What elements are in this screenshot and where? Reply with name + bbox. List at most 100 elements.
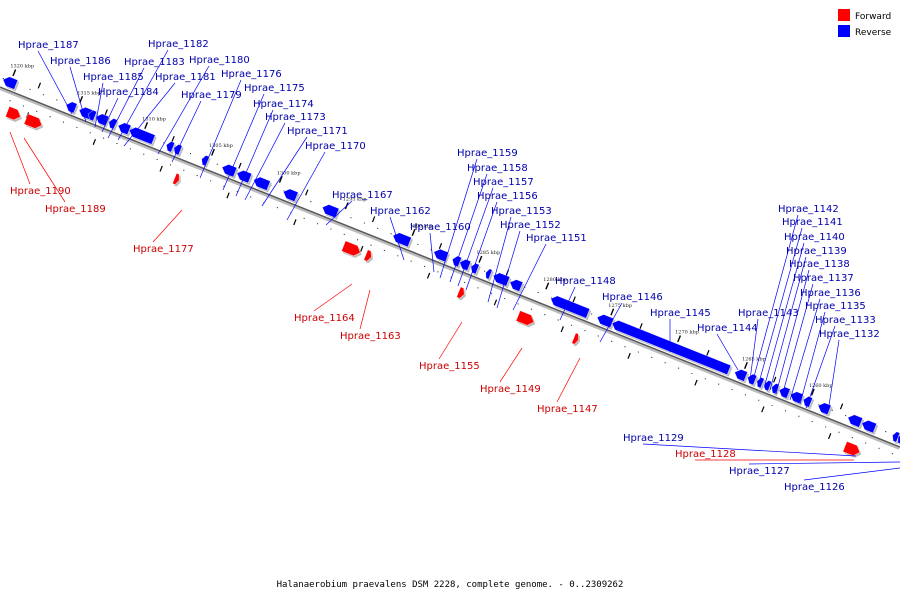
scale-mid-tick xyxy=(773,376,777,383)
scale-minor-tick xyxy=(691,372,693,375)
scale-minor-tick xyxy=(103,137,105,139)
scale-minor-tick xyxy=(156,158,158,161)
gene-labels: Hprae_1187 Hprae_1186 Hprae_1185 Hprae_1184… xyxy=(10,39,880,493)
scale-minor-tick xyxy=(196,174,198,177)
leader-line xyxy=(556,357,581,403)
scale-minor-tick xyxy=(330,228,332,230)
leader-line xyxy=(757,227,803,387)
scale-minor-tick xyxy=(530,308,533,310)
scale-minor-tick xyxy=(2,78,4,80)
scale-minor-tick xyxy=(343,233,345,236)
scale-ticks: 1320 kbp 1315 kbp 1310 kbp 1305 kbp 1300 kbp… xyxy=(2,64,900,455)
gene-label: Hprae_1158 xyxy=(467,163,528,174)
scale-minor-tick xyxy=(784,410,787,412)
scale-minor-tick xyxy=(651,356,653,359)
scale-minor-tick xyxy=(377,227,379,229)
scale-mid-tick xyxy=(706,349,710,356)
scale-tick-label: 1305 kbp xyxy=(209,143,233,149)
gene-label: Hprae_1159 xyxy=(457,148,518,159)
scale-major-tick xyxy=(743,361,748,369)
gene-hprae-1155 xyxy=(456,286,465,299)
scale-mid-tick xyxy=(828,433,832,440)
gene-label: Hprae_1181 xyxy=(155,72,216,83)
scale-tick-label: 1310 kbp xyxy=(142,116,166,122)
gene-label: Hprae_1141 xyxy=(782,217,843,228)
scale-tick-label: 1295 kbp xyxy=(343,197,367,203)
scale-minor-tick xyxy=(316,223,319,225)
gene-hprae-1144 xyxy=(747,373,758,386)
scale-minor-tick xyxy=(865,442,867,444)
scale-major-tick xyxy=(278,175,283,183)
gene-label: Hprae_1163 xyxy=(340,331,401,342)
gene-label: Hprae_1170 xyxy=(305,141,366,152)
gene-hprae-1152 xyxy=(509,279,524,292)
scale-minor-tick xyxy=(216,163,218,165)
scale-minor-tick xyxy=(771,404,773,407)
scale-minor-tick xyxy=(410,260,412,262)
gene-hprae-1149 xyxy=(515,310,535,326)
legend: Forward Reverse xyxy=(838,9,892,38)
scale-major-tick xyxy=(12,69,17,77)
scale-minor-tick xyxy=(537,291,539,294)
gene-hprae-1142 xyxy=(764,380,773,392)
gene-label: Hprae_1149 xyxy=(480,384,541,395)
scale-minor-tick xyxy=(704,378,706,380)
gene-hprae-1177 xyxy=(172,172,180,185)
leader-line xyxy=(199,79,242,179)
gene-label: Hprae_1139 xyxy=(786,246,847,257)
scale-minor-tick xyxy=(9,100,11,102)
scale-minor-tick xyxy=(397,255,399,257)
scale-minor-tick xyxy=(624,346,626,348)
leader-line xyxy=(94,82,104,128)
gene-hprae-1147 xyxy=(571,332,579,345)
leader-line xyxy=(496,230,521,309)
scale-mid-tick xyxy=(560,326,564,333)
scale-tick-label: 1315 kbp xyxy=(77,90,101,96)
gene-hprae-1187 xyxy=(2,76,19,90)
backbone-layer xyxy=(0,86,900,450)
scale-mid-tick xyxy=(37,82,42,89)
scale-minor-tick xyxy=(664,362,666,364)
scale-minor-tick xyxy=(62,121,65,123)
gene-hprae-1146 xyxy=(611,320,732,375)
gene-hprae-1156 xyxy=(485,268,493,280)
scale-minor-tick xyxy=(350,217,352,219)
scale-mid-tick xyxy=(371,216,376,223)
scale-mid-tick xyxy=(104,109,108,116)
scale-tick-label: 1265 kbp xyxy=(742,356,766,362)
scale-minor-tick xyxy=(677,367,680,369)
scale-minor-tick xyxy=(584,330,586,332)
scale-minor-tick xyxy=(484,270,486,272)
scale-minor-tick xyxy=(464,281,466,284)
gene-label: Hprae_1167 xyxy=(332,190,393,201)
gene-label: Hprae_1155 xyxy=(419,361,480,372)
scale-minor-tick xyxy=(370,244,372,246)
gene-label: Hprae_1126 xyxy=(784,482,845,493)
gene-label: Hprae_1189 xyxy=(45,204,106,215)
scale-mid-tick xyxy=(627,352,631,359)
gene-hprae-1184 xyxy=(88,110,98,122)
scale-minor-tick xyxy=(357,239,359,241)
scale-minor-tick xyxy=(129,148,131,150)
scale-minor-tick xyxy=(611,340,613,342)
scale-minor-tick xyxy=(143,153,145,155)
leader-line xyxy=(763,242,805,389)
scale-mid-tick xyxy=(694,379,698,386)
scale-minor-tick xyxy=(597,335,599,337)
leader-line xyxy=(499,347,523,383)
gene-label: Hprae_1148 xyxy=(555,276,616,287)
map-caption: Halanaerobium praevalens DSM 2228, compl… xyxy=(277,580,624,590)
leader-line xyxy=(599,302,623,343)
gene-features xyxy=(2,76,900,458)
scale-major-tick xyxy=(478,255,483,263)
gene-label: Hprae_1160 xyxy=(410,222,471,233)
gene-label: Hprae_1171 xyxy=(287,126,348,137)
scale-mid-tick xyxy=(761,406,765,413)
gene-label: Hprae_1128 xyxy=(675,449,736,460)
leader-line xyxy=(101,97,119,133)
scale-tick-label: 1260 kbp xyxy=(809,383,833,389)
gene-label: Hprae_1187 xyxy=(18,40,79,51)
scale-minor-tick xyxy=(423,265,426,268)
scale-minor-tick xyxy=(811,420,813,423)
gene-hprae-1151 xyxy=(550,295,591,319)
